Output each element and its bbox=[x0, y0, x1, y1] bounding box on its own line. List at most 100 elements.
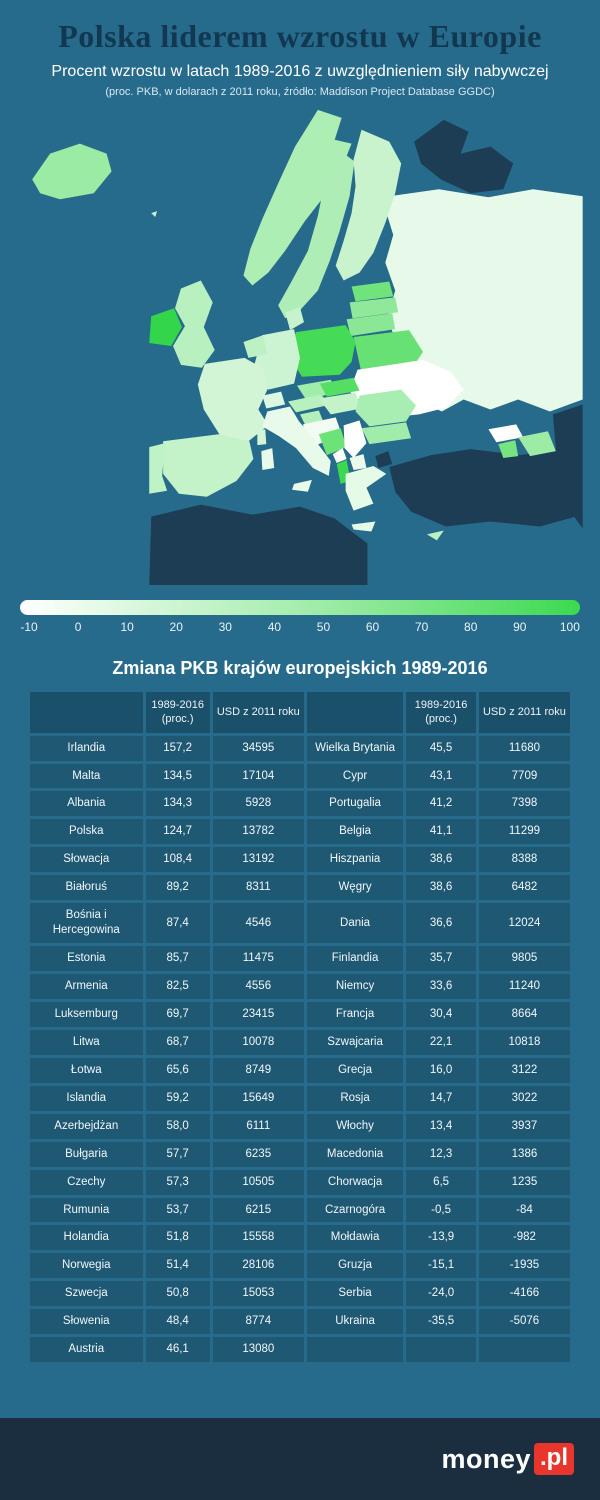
map-country-serbia bbox=[343, 420, 367, 459]
map-country-cyprus bbox=[426, 530, 444, 541]
pct-value-right: 16,0 bbox=[406, 1057, 476, 1083]
color-scale-legend: -10 0 10 20 30 40 50 60 70 80 90 100 bbox=[20, 600, 580, 634]
map-country-germany bbox=[254, 329, 300, 390]
pct-value-left: 124,7 bbox=[145, 819, 210, 845]
pct-value-right: 45,5 bbox=[406, 735, 476, 761]
map-country-sweden bbox=[278, 146, 355, 319]
country-name-left: Szwecja bbox=[30, 1281, 143, 1307]
country-name-left: Malta bbox=[30, 763, 143, 789]
pct-value-left: 51,8 bbox=[145, 1225, 210, 1251]
subtitle: Procent wzrostu w latach 1989-2016 z uwz… bbox=[51, 63, 549, 80]
pct-value-left: 69,7 bbox=[145, 1001, 210, 1027]
table-title: Zmiana PKB krajów europejskich 1989-2016 bbox=[112, 658, 488, 678]
usd-value-right: -982 bbox=[478, 1225, 570, 1251]
map-country-estonia bbox=[351, 281, 394, 302]
country-name-left: Łotwa bbox=[30, 1057, 143, 1083]
map-country-slovenia bbox=[300, 410, 323, 425]
table-row: Białoruś 89,2 8311 Węgry 38,6 6482 bbox=[30, 875, 570, 901]
legend-tick: 60 bbox=[365, 620, 380, 634]
map-country-norway bbox=[243, 109, 352, 286]
map-country-bosnia bbox=[318, 428, 347, 456]
legend-tick: 10 bbox=[120, 620, 134, 634]
usd-value-left: 6111 bbox=[212, 1113, 304, 1139]
usd-value-right: 11299 bbox=[478, 819, 570, 845]
map-island-corsica bbox=[257, 429, 267, 446]
table-row: Czechy 57,3 10505 Chorwacja 6,5 1235 bbox=[30, 1169, 570, 1195]
pct-value-right: -15,1 bbox=[406, 1253, 476, 1279]
pct-value-left: 50,8 bbox=[145, 1281, 210, 1307]
table-row: Albania 134,3 5928 Portugalia 41,2 7398 bbox=[30, 791, 570, 817]
usd-value-right: 10818 bbox=[478, 1029, 570, 1055]
pct-value-left: 48,4 bbox=[145, 1309, 210, 1335]
country-name-left: Słowenia bbox=[30, 1309, 143, 1335]
usd-value-right: 7709 bbox=[478, 763, 570, 789]
header-pct-right: 1989-2016 (proc.) bbox=[406, 692, 476, 733]
pct-value-right: 38,6 bbox=[406, 847, 476, 873]
map-region-nodata-turkey bbox=[389, 447, 576, 527]
pct-value-right: 12,3 bbox=[406, 1141, 476, 1167]
usd-value-left: 8774 bbox=[212, 1309, 304, 1335]
pct-value-right: 43,1 bbox=[406, 763, 476, 789]
legend-tick: -10 bbox=[20, 620, 38, 634]
map-country-bulgaria bbox=[361, 422, 412, 445]
usd-value-left: 8749 bbox=[212, 1057, 304, 1083]
country-name-right: Rosja bbox=[306, 1085, 404, 1111]
pct-value-left: 59,2 bbox=[145, 1085, 210, 1111]
map-country-azerbaijan bbox=[518, 431, 556, 457]
legend-tick: 20 bbox=[169, 620, 183, 634]
footer: money .pl bbox=[0, 1418, 600, 1500]
europe-choropleth-map bbox=[0, 102, 600, 586]
usd-value-right: 1386 bbox=[478, 1141, 570, 1167]
map-country-poland bbox=[288, 325, 356, 377]
country-name-right: Francja bbox=[306, 1001, 404, 1027]
table-row: Bułgaria 57,7 6235 Macedonia 12,3 1386 bbox=[30, 1141, 570, 1167]
map-country-spain bbox=[163, 434, 254, 497]
usd-value-left: 6215 bbox=[212, 1197, 304, 1223]
country-name-left: Austria bbox=[30, 1337, 143, 1363]
country-name-left: Czechy bbox=[30, 1169, 143, 1195]
country-name-left: Holandia bbox=[30, 1225, 143, 1251]
map-country-greece bbox=[345, 465, 387, 511]
legend-tick: 40 bbox=[267, 620, 282, 634]
usd-value-right: 11240 bbox=[478, 974, 570, 999]
legend-tick: 100 bbox=[559, 620, 580, 634]
table-body: Irlandia 157,2 34595 Wielka Brytania 45,… bbox=[30, 735, 570, 1363]
map-country-latvia bbox=[349, 297, 399, 319]
pct-value-right bbox=[406, 1337, 476, 1363]
table-row: Armenia 82,5 4556 Niemcy 33,6 11240 bbox=[30, 974, 570, 999]
legend-tick: 50 bbox=[316, 620, 331, 634]
map-country-lithuania bbox=[346, 313, 396, 337]
country-name-left: Armenia bbox=[30, 974, 143, 999]
map-region-nodata-north-africa bbox=[149, 504, 368, 586]
pct-value-right: 38,6 bbox=[406, 875, 476, 901]
usd-value-left: 10078 bbox=[212, 1029, 304, 1055]
map-country-ireland bbox=[149, 308, 182, 346]
country-name-right: Włochy bbox=[306, 1113, 404, 1139]
map-country-montenegro bbox=[332, 448, 347, 464]
table-row: Litwa 68,7 10078 Szwajcaria 22,1 10818 bbox=[30, 1029, 570, 1055]
usd-value-right bbox=[478, 1337, 570, 1363]
source-note: (proc. PKB, w dolarach z 2011 roku, źród… bbox=[105, 86, 495, 98]
country-name-right: Hiszpania bbox=[306, 847, 404, 873]
pct-value-left: 68,7 bbox=[145, 1029, 210, 1055]
usd-value-right: -4166 bbox=[478, 1281, 570, 1307]
usd-value-left: 4556 bbox=[212, 974, 304, 999]
pct-value-left: 134,5 bbox=[145, 763, 210, 789]
usd-value-left: 11475 bbox=[212, 946, 304, 972]
pct-value-right: -13,9 bbox=[406, 1225, 476, 1251]
table-row: Irlandia 157,2 34595 Wielka Brytania 45,… bbox=[30, 735, 570, 761]
country-name-right: Portugalia bbox=[306, 791, 404, 817]
pct-value-left: 53,7 bbox=[145, 1197, 210, 1223]
table-row: Malta 134,5 17104 Cypr 43,1 7709 bbox=[30, 763, 570, 789]
usd-value-left: 34595 bbox=[212, 735, 304, 761]
pct-value-left: 134,3 bbox=[145, 791, 210, 817]
country-name-left: Rumunia bbox=[30, 1197, 143, 1223]
pct-value-right: 13,4 bbox=[406, 1113, 476, 1139]
country-name-right: Szwajcaria bbox=[306, 1029, 404, 1055]
header: Polska liderem wzrostu w Europie Procent… bbox=[0, 0, 600, 98]
header-country-right bbox=[306, 692, 404, 733]
legend-tick: 80 bbox=[464, 620, 478, 634]
country-name-right: Macedonia bbox=[306, 1141, 404, 1167]
country-name-right: Grecja bbox=[306, 1057, 404, 1083]
